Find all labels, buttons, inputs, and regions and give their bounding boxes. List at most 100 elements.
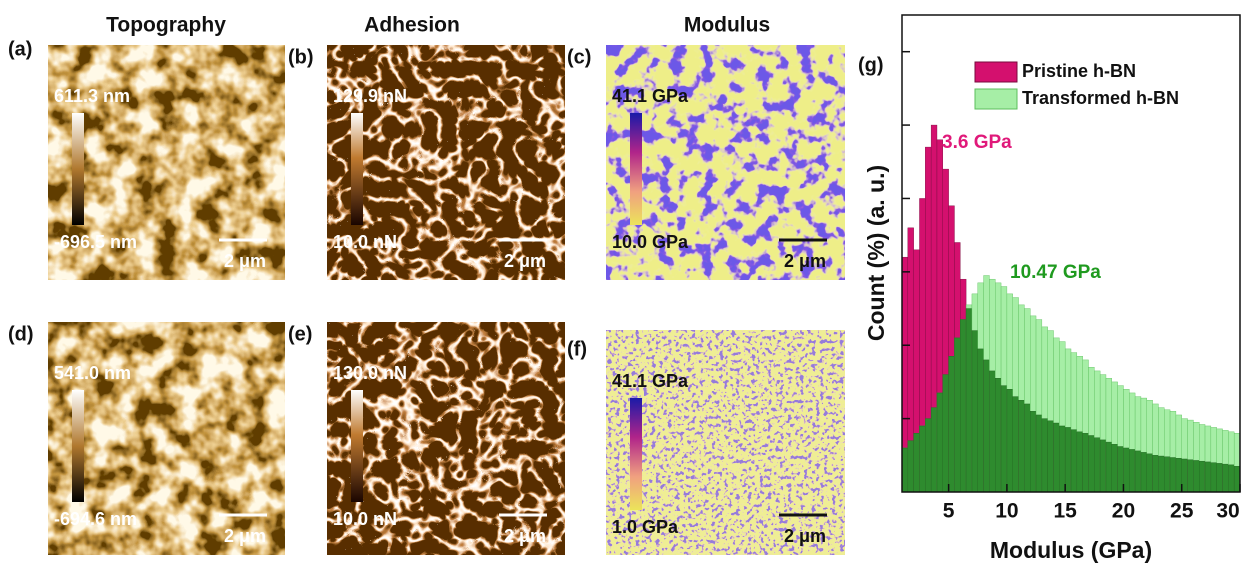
bar-overlap (972, 331, 978, 492)
scale-bar-label: 2 μm (504, 251, 546, 271)
bar-overlap (914, 433, 920, 492)
x-tick-label: 15 (1053, 500, 1077, 523)
scale-min: 10.0 nN (333, 509, 397, 529)
x-tick-label: 25 (1170, 500, 1194, 523)
bar-overlap (1024, 404, 1030, 492)
color-bar (72, 390, 84, 502)
panel-label: (c) (567, 46, 591, 68)
bar-overlap (1193, 460, 1199, 492)
annotation: 3.6 GPa (942, 132, 1012, 153)
x-tick-label: 10 (995, 500, 1018, 523)
bar-overlap (1170, 458, 1176, 492)
column-title: Adhesion (364, 14, 460, 37)
bar-overlap (1083, 433, 1089, 492)
bar-overlap (1030, 411, 1036, 492)
bar-overlap (1234, 466, 1240, 492)
bar-overlap (1054, 423, 1060, 492)
x-tick-label: 20 (1112, 500, 1135, 523)
bar-overlap (960, 320, 966, 492)
panel-label: (e) (288, 323, 312, 345)
bar-overlap (1135, 451, 1141, 492)
bar-overlap (1036, 415, 1042, 492)
scale-min: 1.0 GPa (612, 517, 679, 537)
scale-bar-label: 2 μm (784, 251, 826, 271)
scale-max: 130.0 nN (333, 363, 407, 383)
color-bar (72, 113, 84, 225)
bar-overlap (919, 426, 925, 492)
bar-overlap (1042, 419, 1048, 492)
bar-overlap (1141, 452, 1147, 492)
color-bar (630, 113, 642, 225)
y-axis-label: Count (%) (a. u.) (863, 165, 889, 341)
bar-overlap (1153, 455, 1159, 492)
panel-label: (b) (288, 46, 314, 68)
bar-overlap (966, 309, 972, 492)
legend-swatch (975, 62, 1017, 82)
scale-bar-label: 2 μm (504, 526, 546, 546)
legend-label: Transformed h-BN (1022, 88, 1179, 108)
bar-overlap (1188, 460, 1194, 492)
bar-overlap (1176, 458, 1182, 492)
bar-overlap (1007, 389, 1013, 492)
legend-swatch (975, 89, 1017, 109)
bar-overlap (1147, 454, 1153, 492)
bar-overlap (1094, 438, 1100, 492)
scale-max: 611.3 nm (54, 86, 130, 106)
bar-overlap (954, 338, 960, 492)
bar-overlap (1164, 457, 1170, 492)
figure: TopographyAdhesionModulus(a)611.3 nm-696… (0, 0, 1255, 569)
color-bar (351, 390, 363, 502)
bar-overlap (1065, 427, 1071, 492)
bar-overlap (989, 371, 995, 492)
bar-overlap (995, 378, 1001, 492)
color-bar (351, 113, 363, 225)
scale-min: -694.6 nm (54, 509, 137, 529)
bar-overlap (902, 448, 908, 492)
bar-overlap (1088, 435, 1094, 492)
panel-label: (g) (858, 54, 884, 76)
legend-label: Pristine h-BN (1022, 61, 1136, 81)
bar-overlap (908, 441, 914, 492)
bar-overlap (1059, 426, 1065, 492)
bar-overlap (1211, 463, 1217, 492)
bar-overlap (937, 393, 943, 492)
scale-max: 129.9 nN (333, 86, 407, 106)
scale-bar-label: 2 μm (224, 251, 266, 271)
panel-label: (f) (567, 338, 587, 360)
x-tick-label: 5 (943, 500, 955, 523)
bar-overlap (1217, 463, 1223, 492)
bar-overlap (1158, 456, 1164, 492)
scale-max: 41.1 GPa (612, 371, 689, 391)
scale-min: -696.5 nm (54, 232, 137, 252)
bar-overlap (925, 419, 931, 492)
bar-overlap (1223, 464, 1229, 492)
x-tick-label: 30 (1216, 500, 1239, 523)
bar-overlap (943, 375, 949, 492)
bar-overlap (1205, 462, 1211, 492)
bar-overlap (1100, 440, 1106, 492)
scale-bar-label: 2 μm (784, 526, 826, 546)
scale-bar-label: 2 μm (224, 526, 266, 546)
bar-overlap (1199, 461, 1205, 492)
bar-overlap (984, 360, 990, 492)
panel-label: (a) (8, 38, 32, 60)
bar-overlap (1123, 448, 1129, 492)
x-axis-label: Modulus (GPa) (990, 537, 1152, 563)
bar-overlap (1118, 447, 1124, 492)
bar-overlap (1129, 449, 1135, 492)
scale-max: 41.1 GPa (612, 86, 689, 106)
bar-overlap (1228, 465, 1234, 492)
panel-label: (d) (8, 323, 34, 345)
bar-overlap (978, 349, 984, 492)
bar-overlap (1001, 386, 1007, 492)
color-bar (630, 398, 642, 510)
annotation: 10.47 GPa (1010, 262, 1101, 283)
scale-min: 10.0 GPa (612, 232, 689, 252)
scale-min: 10.0 nN (333, 232, 397, 252)
bar-overlap (1112, 444, 1118, 492)
bar-overlap (1077, 432, 1083, 492)
column-title: Topography (106, 14, 226, 37)
bar-overlap (1013, 397, 1019, 492)
bar-overlap (949, 356, 955, 492)
bar-overlap (1106, 442, 1112, 492)
